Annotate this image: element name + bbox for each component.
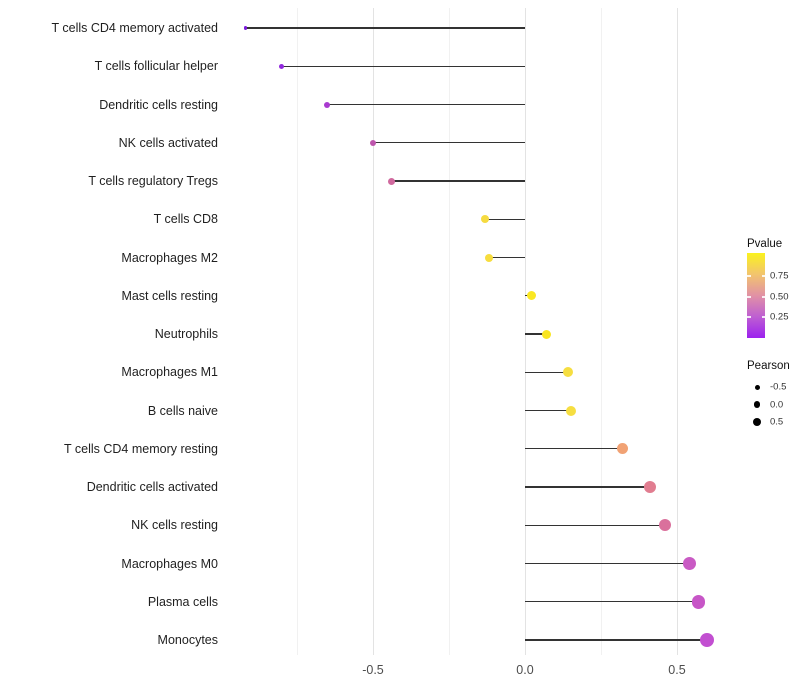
pvalue-tick-label: 0.75 xyxy=(770,270,789,282)
lollipop-stick xyxy=(525,333,547,335)
gridline-major xyxy=(373,8,374,655)
pearson-size-label: -0.5 xyxy=(770,381,787,393)
lollipop-stick xyxy=(373,142,525,144)
lollipop-stick xyxy=(525,448,623,450)
category-label: B cells naive xyxy=(147,403,218,418)
category-label: T cells follicular helper xyxy=(94,59,218,74)
data-point xyxy=(565,405,576,416)
data-point xyxy=(243,26,248,30)
pvalue-tick-mark xyxy=(747,316,751,318)
category-label: Monocytes xyxy=(157,633,218,647)
pvalue-legend-title: Pvalue xyxy=(747,238,783,250)
pearson-size-dot xyxy=(753,418,761,426)
category-label: Neutrophils xyxy=(154,327,218,341)
category-label: Mast cells resting xyxy=(121,288,218,303)
data-point xyxy=(643,481,656,493)
pearson-size-dot xyxy=(753,401,761,408)
gridline-major xyxy=(525,8,526,655)
pvalue-tick-label: 0.50 xyxy=(770,291,789,303)
category-label: Plasma cells xyxy=(147,594,218,609)
lollipop-stick xyxy=(485,218,525,220)
x-tick-label: -0.5 xyxy=(362,663,384,677)
data-point xyxy=(369,139,377,146)
category-label: Macrophages M0 xyxy=(121,556,218,571)
data-point xyxy=(616,443,628,455)
category-label: Dendritic cells activated xyxy=(86,480,218,494)
lollipop-stick xyxy=(245,27,525,29)
category-label: Dendritic cells resting xyxy=(99,97,218,112)
pvalue-tick-mark xyxy=(761,275,765,277)
lollipop-stick xyxy=(525,562,690,565)
lollipop-stick xyxy=(327,103,525,106)
pvalue-tick-mark xyxy=(761,296,765,298)
lollipop-stick xyxy=(525,601,699,603)
category-label: T cells regulatory Tregs xyxy=(88,174,218,188)
category-label: T cells CD4 memory activated xyxy=(51,21,219,35)
category-label: T cells CD8 xyxy=(153,212,218,227)
gridline-minor xyxy=(601,8,602,655)
lollipop-stick xyxy=(525,524,665,526)
data-point xyxy=(682,557,696,570)
category-label: NK cells resting xyxy=(131,518,218,533)
category-label: NK cells activated xyxy=(118,135,218,150)
lollipop-stick xyxy=(525,409,571,412)
pearson-size-dot xyxy=(754,384,760,390)
gridline-minor xyxy=(297,8,298,655)
gridline-major xyxy=(677,8,678,655)
lollipop-stick xyxy=(525,486,650,488)
lollipop-stick xyxy=(391,180,525,182)
category-label: Macrophages M1 xyxy=(121,365,218,380)
gridline-minor xyxy=(449,8,450,655)
pearson-legend-title: Pearson xyxy=(747,360,790,372)
data-point xyxy=(484,253,493,262)
data-point xyxy=(562,367,573,378)
data-point xyxy=(387,177,395,185)
pearson-size-label: 0.0 xyxy=(770,399,784,410)
lollipop-stick xyxy=(488,256,525,259)
data-point xyxy=(481,215,490,224)
x-tick-label: 0.5 xyxy=(668,663,686,677)
data-point xyxy=(279,63,285,69)
data-point xyxy=(541,329,551,339)
pvalue-tick-mark xyxy=(761,316,765,318)
lollipop-stick xyxy=(525,639,708,641)
pvalue-tick-mark xyxy=(747,296,751,298)
lollipop-stick xyxy=(525,371,568,373)
data-point xyxy=(658,519,671,532)
data-point xyxy=(324,101,331,108)
category-label: Macrophages M2 xyxy=(121,250,218,265)
pvalue-tick-label: 0.25 xyxy=(770,311,789,323)
pvalue-tick-mark xyxy=(747,275,751,277)
pvalue-colorbar xyxy=(747,253,765,338)
x-tick-label: 0.0 xyxy=(516,663,534,677)
category-label: T cells CD4 memory resting xyxy=(64,441,218,456)
data-point xyxy=(526,291,536,301)
lollipop-stick xyxy=(281,65,525,67)
data-point xyxy=(700,633,715,647)
pearson-size-label: 0.5 xyxy=(770,416,784,428)
plot-panel xyxy=(222,8,730,655)
data-point xyxy=(691,595,706,609)
